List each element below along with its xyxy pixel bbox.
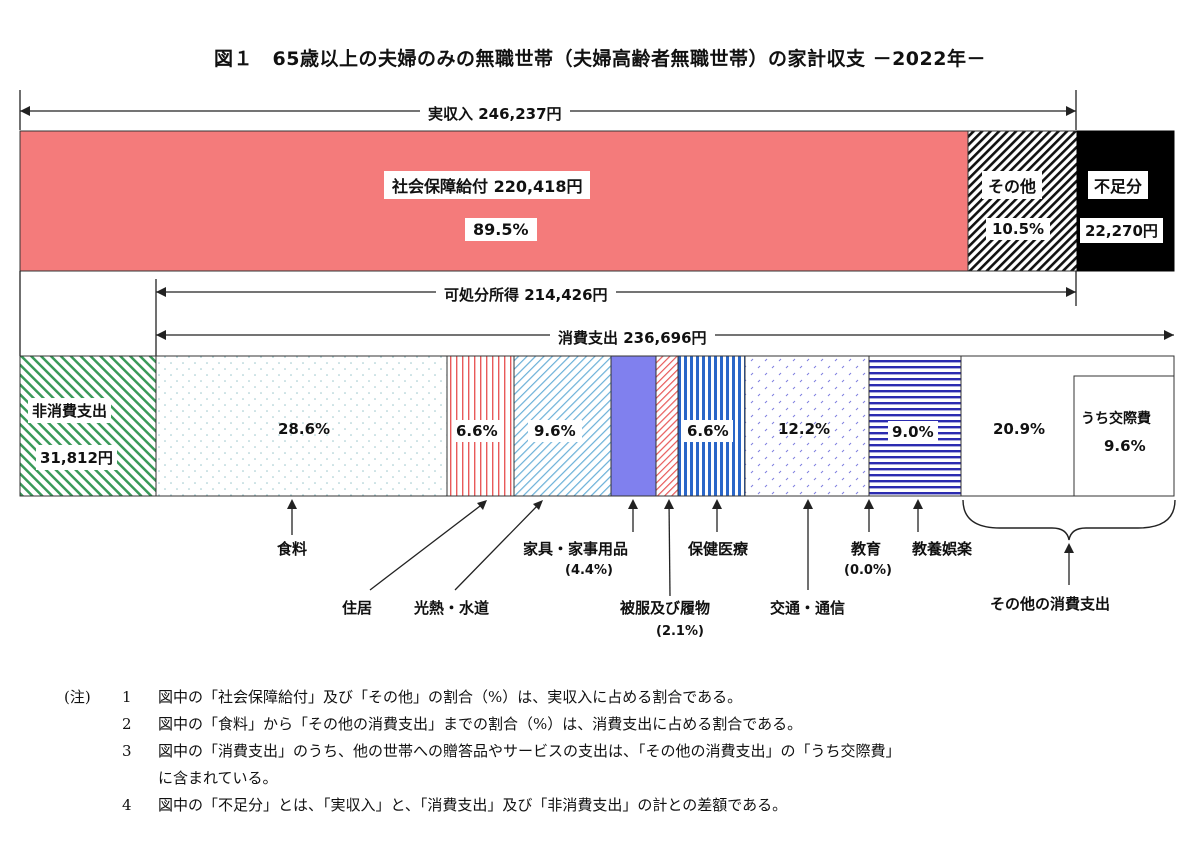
housing-label: 住居	[342, 599, 373, 617]
bar-deficit	[1076, 130, 1175, 272]
other-consumption-pct: 20.9%	[993, 420, 1046, 438]
deficit-value: 22,270円	[1080, 218, 1163, 243]
footnote-text: 図中の「食料」から「その他の消費支出」までの割合（%）は、消費支出に占める割合で…	[158, 715, 803, 733]
medical-label: 保健医療	[688, 540, 749, 558]
recreation-label: 教養娯楽	[912, 540, 973, 558]
bar-other-income	[967, 130, 1078, 272]
utilities-label: 光熱・水道	[414, 599, 490, 617]
non-consumption-value: 31,812円	[36, 445, 117, 470]
other-income-label: その他	[982, 171, 1043, 199]
clothing-note: (2.1%)	[656, 624, 704, 639]
pointer-furniture	[628, 499, 638, 532]
clothing-label: 被服及び履物	[620, 599, 711, 617]
bar-social-expense	[1073, 375, 1175, 497]
footnote-number: 4	[122, 796, 132, 814]
pointer-utilities	[454, 500, 543, 591]
footnotes: (注) 1 図中の「社会保障給付」及び「その他」の割合（%）は、実収入に占める割…	[64, 684, 1174, 819]
bar-transport	[744, 355, 870, 497]
medical-pct: 6.6%	[683, 420, 733, 442]
income-label: 実収入 246,237円	[420, 101, 570, 126]
pointer-transport	[803, 499, 813, 590]
food-pct: 28.6%	[278, 420, 331, 438]
social-expense-label: うち交際費	[1081, 411, 1151, 427]
footnote-number: 1	[122, 688, 132, 706]
other-consumption-label: その他の消費支出	[990, 595, 1111, 613]
footnote-number	[122, 765, 158, 792]
recreation-pct: 9.0%	[888, 421, 938, 443]
furniture-label: 家具・家事用品	[523, 540, 629, 558]
footnote-row: 3 図中の「消費支出」のうち、他の世帯への贈答品やサービスの支出は、「その他の消…	[64, 738, 1174, 765]
pointer-other-consumption	[1064, 543, 1074, 585]
other-income-pct: 10.5%	[986, 218, 1051, 240]
footnote-number: 2	[122, 715, 132, 733]
education-note: (0.0%)	[844, 563, 892, 578]
footnote-number: 3	[122, 742, 132, 760]
pointer-medical	[712, 499, 722, 532]
pointer-education	[864, 499, 874, 532]
bar-clothing	[655, 355, 679, 497]
pointer-clothing	[664, 499, 674, 597]
social-expense-pct: 9.6%	[1104, 437, 1146, 455]
social-security-label: 社会保障給付 220,418円	[384, 171, 591, 199]
footnote-text: 図中の「消費支出」のうち、他の世帯への贈答品やサービスの支出は、「その他の消費支…	[158, 742, 901, 760]
pointer-housing	[369, 500, 487, 591]
furniture-note: (4.4%)	[565, 563, 613, 578]
pointer-food	[287, 499, 297, 535]
bar-social-security	[19, 130, 969, 272]
footnote-head: (注)	[64, 688, 91, 706]
food-label: 食料	[277, 540, 308, 558]
bar-furniture	[610, 355, 657, 497]
footnote-row: 4 図中の「不足分」とは、「実収入」と、「消費支出」及び「非消費支出」の計との差…	[64, 792, 1174, 819]
footnote-row: 2 図中の「食料」から「その他の消費支出」までの割合（%）は、消費支出に占める割…	[64, 711, 1174, 738]
footnote-row: に含まれている。	[64, 765, 1174, 792]
footnote-text: 図中の「不足分」とは、「実収入」と、「消費支出」及び「非消費支出」の計との差額で…	[158, 796, 788, 814]
bar-non-consumption	[19, 355, 157, 497]
brace-other-consumption	[962, 499, 1176, 541]
social-security-pct: 89.5%	[465, 218, 537, 241]
footnote-text: に含まれている。	[158, 769, 278, 787]
housing-pct: 6.6%	[452, 420, 502, 442]
disposable-label: 可処分所得 214,426円	[436, 282, 616, 307]
footnote-text: 図中の「社会保障給付」及び「その他」の割合（%）は、実収入に占める割合である。	[158, 688, 743, 706]
footnote-row: (注) 1 図中の「社会保障給付」及び「その他」の割合（%）は、実収入に占める割…	[64, 684, 1174, 711]
transport-label: 交通・通信	[770, 599, 846, 617]
utilities-pct: 9.6%	[528, 420, 582, 442]
deficit-label: 不足分	[1088, 171, 1149, 199]
consumption-label: 消費支出 236,696円	[550, 325, 715, 350]
pointer-recreation	[913, 499, 923, 532]
education-label: 教育	[851, 540, 882, 558]
disposable-arrow	[19, 271, 1077, 356]
transport-pct: 12.2%	[778, 420, 831, 438]
chart-title: 図１ 65歳以上の夫婦のみの無職世帯（夫婦高齢者無職世帯）の家計収支 －2022…	[214, 48, 986, 70]
non-consumption-label: 非消費支出	[28, 398, 112, 423]
